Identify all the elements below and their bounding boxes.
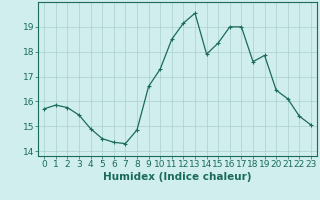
X-axis label: Humidex (Indice chaleur): Humidex (Indice chaleur)	[103, 172, 252, 182]
